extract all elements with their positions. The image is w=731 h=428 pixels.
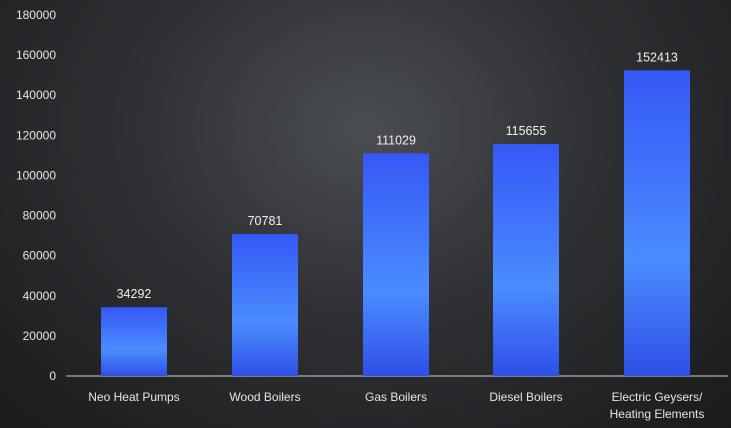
bar [232,234,298,376]
y-tick-label: 100000 [16,168,56,182]
x-tick-label: Neo Heat Pumps [88,390,179,404]
bars-group [101,70,690,376]
bar-value-label: 115655 [506,124,547,138]
x-tick-label: Electric Geysers/Heating Elements [610,390,705,421]
y-tick-label: 60000 [23,249,57,263]
y-tick-label: 40000 [23,289,57,303]
data-labels-group: 34292 70781 111029 115655 152413 [117,50,678,301]
bar-value-label: 111029 [376,133,416,147]
x-tick-label: Gas Boilers [365,390,427,404]
bar [493,144,559,376]
bar [624,70,690,376]
y-tick-label: 80000 [23,209,57,223]
y-tick-label: 160000 [16,48,56,62]
y-tick-label: 0 [49,369,56,383]
y-tick-label: 20000 [23,329,57,343]
bar-value-label: 70781 [248,214,283,228]
bar [363,153,429,376]
y-tick-label: 120000 [16,128,56,142]
x-tick-label: Diesel Boilers [489,390,562,404]
x-axis: Neo Heat Pumps Wood Boilers Gas Boilers Die… [88,390,704,421]
y-tick-label: 180000 [16,8,56,22]
x-tick-label: Wood Boilers [229,390,300,404]
bar-value-label: 34292 [117,287,152,301]
bar [101,307,167,376]
bar-value-label: 152413 [636,50,678,64]
y-axis: 0 20000 40000 60000 80000 100000 120000 140000 1… [16,8,56,383]
y-tick-label: 140000 [16,88,56,102]
